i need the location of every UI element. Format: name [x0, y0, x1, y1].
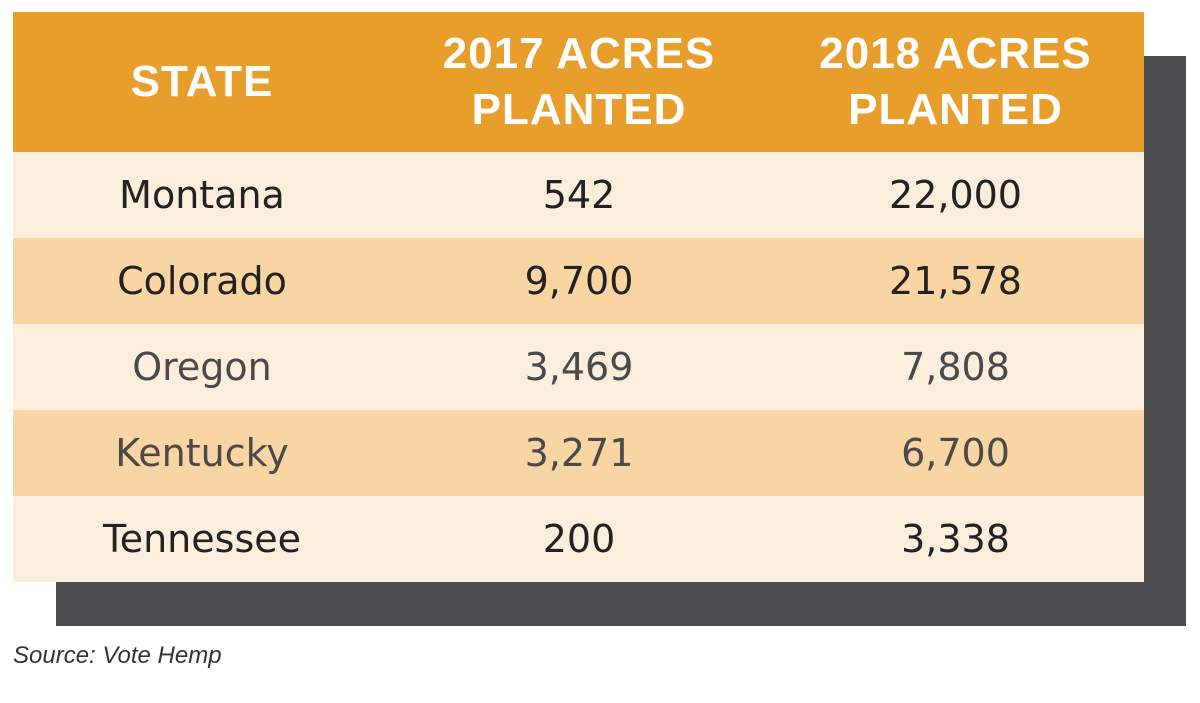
cell-state: Oregon	[132, 345, 272, 389]
table-row: Oregon 3,469 7,808	[13, 324, 1144, 410]
cell-2018: 21,578	[889, 259, 1022, 303]
table-row: Kentucky 3,271 6,700	[13, 410, 1144, 496]
source-note: Source: Vote Hemp	[13, 642, 222, 669]
table-row: Tennessee 200 3,338	[13, 496, 1144, 582]
cell-2017: 3,271	[524, 431, 634, 475]
table-row: Montana 542 22,000	[13, 152, 1144, 238]
cell-2017: 200	[542, 517, 616, 561]
cell-2018: 6,700	[901, 431, 1010, 475]
data-table: STATE 2017 ACRES PLANTED 2018 ACRES PLAN…	[13, 12, 1144, 582]
header-2018-line-2: PLANTED	[848, 85, 1063, 134]
cell-state: Tennessee	[102, 517, 302, 561]
header-state: STATE	[13, 12, 391, 152]
cell-2018: 3,338	[901, 517, 1010, 561]
header-2018-acres: 2018 ACRES PLANTED	[767, 12, 1144, 152]
table-row: Colorado 9,700 21,578	[13, 238, 1144, 324]
header-2017-acres: 2017 ACRES PLANTED	[391, 12, 767, 152]
header-state-line-1: STATE	[130, 57, 274, 106]
cell-state: Montana	[119, 173, 285, 217]
header-2017-line-1: 2017 ACRES	[442, 29, 716, 78]
cell-2017: 542	[542, 173, 616, 217]
cell-state: Colorado	[117, 259, 287, 303]
cell-2018: 22,000	[889, 173, 1022, 217]
cell-2017: 9,700	[524, 259, 634, 303]
cell-2018: 7,808	[901, 345, 1010, 389]
hemp-acres-table: STATE 2017 ACRES PLANTED 2018 ACRES PLAN…	[13, 12, 1144, 582]
header-2018-line-1: 2018 ACRES	[819, 29, 1092, 78]
header-2017-line-2: PLANTED	[471, 85, 687, 134]
header-row: STATE 2017 ACRES PLANTED 2018 ACRES PLAN…	[13, 12, 1144, 152]
cell-state: Kentucky	[115, 431, 289, 475]
cell-2017: 3,469	[524, 345, 634, 389]
